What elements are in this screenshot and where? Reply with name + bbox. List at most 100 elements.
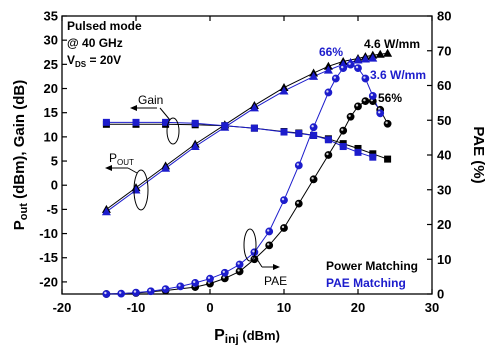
y-left-tick-label: 35 bbox=[44, 9, 58, 24]
data-point-highlight bbox=[296, 163, 299, 166]
data-point-circle bbox=[280, 196, 288, 205]
data-point-highlight bbox=[341, 128, 344, 131]
data-point-circle bbox=[132, 288, 140, 297]
x-axis-label: Pinj (dBm) bbox=[214, 327, 280, 345]
data-point-square bbox=[354, 144, 362, 152]
data-point-circle bbox=[354, 102, 362, 111]
pout-ellipse bbox=[133, 169, 149, 211]
data-point-circle bbox=[331, 74, 340, 83]
y-right-tick-label: 10 bbox=[437, 252, 451, 267]
data-point-highlight bbox=[267, 229, 270, 232]
series-line-1 bbox=[106, 57, 373, 213]
y-left-tick-label: -10 bbox=[39, 226, 58, 241]
y-left-tick-label: -20 bbox=[39, 274, 58, 289]
data-point-highlight bbox=[341, 65, 344, 69]
legend-pae-matching: PAE Matching bbox=[326, 276, 406, 290]
data-point-circle bbox=[206, 274, 214, 283]
pae-max-power-label: 56% bbox=[378, 91, 402, 105]
data-point-highlight bbox=[363, 98, 366, 102]
data-point-triangle bbox=[101, 207, 111, 216]
y-right-tick-label: 70 bbox=[437, 43, 451, 58]
data-point-square bbox=[324, 136, 332, 144]
data-point-highlight bbox=[237, 262, 240, 265]
data-point-highlight bbox=[355, 104, 359, 107]
data-point-circle bbox=[324, 88, 333, 97]
data-point-circle bbox=[102, 290, 111, 298]
data-point-highlight bbox=[311, 125, 314, 128]
data-point-highlight bbox=[296, 201, 299, 204]
x-tick-label: -10 bbox=[127, 300, 146, 315]
data-point-highlight bbox=[222, 276, 225, 279]
data-point-triangle bbox=[375, 49, 385, 58]
y-left-tick-label: 5 bbox=[51, 154, 58, 169]
data-point-circle bbox=[265, 241, 274, 250]
data-point-highlight bbox=[148, 289, 151, 292]
data-point-highlight bbox=[237, 269, 240, 272]
conditions-line-2: @ 40 GHz bbox=[67, 36, 123, 50]
data-point-circle bbox=[176, 282, 185, 291]
data-point-triangle bbox=[190, 142, 200, 151]
data-point-triangle bbox=[249, 103, 259, 112]
data-point-square bbox=[354, 148, 362, 156]
data-point-triangle bbox=[368, 53, 378, 62]
axis-ticks: -20 -10 0 10 20 30 -20 -15 -10 -5 0 5 10 15 20 25 30 35 0 1… bbox=[39, 9, 451, 316]
data-point-circle bbox=[368, 92, 377, 100]
data-point-square bbox=[339, 143, 347, 151]
y-left-tick-label: -15 bbox=[39, 250, 58, 265]
data-point-circle bbox=[220, 268, 229, 277]
x-tick-label: 30 bbox=[425, 300, 439, 315]
y-left-axis-label: Pout (dBm), Gain (dB) bbox=[11, 80, 30, 230]
legend: Power Matching PAE Matching bbox=[326, 259, 418, 290]
data-point-circle bbox=[309, 175, 318, 184]
data-point-highlight bbox=[267, 243, 270, 246]
data-point-circle bbox=[280, 224, 288, 232]
annotations: 66% 4.6 W/mm 3.6 W/mm 56% Gain POUT PAE bbox=[105, 37, 426, 288]
conditions-line-1: Pulsed mode bbox=[67, 19, 142, 33]
series-lines bbox=[106, 52, 389, 295]
pout-arrow-head bbox=[105, 165, 112, 171]
data-point-circle bbox=[346, 112, 355, 121]
data-point-highlight bbox=[207, 276, 211, 279]
data-point-circle bbox=[383, 119, 392, 128]
data-point-highlight bbox=[163, 286, 166, 290]
data-point-circle bbox=[235, 260, 244, 269]
data-point-highlight bbox=[281, 225, 285, 229]
data-point-square bbox=[280, 128, 288, 136]
data-point-highlight bbox=[348, 62, 351, 65]
data-point-square bbox=[162, 118, 170, 126]
data-point-highlight bbox=[252, 250, 255, 253]
data-point-highlight bbox=[104, 291, 107, 295]
data-point-circle bbox=[191, 278, 200, 287]
gain-ellipse bbox=[166, 117, 180, 145]
y-right-tick-label: 0 bbox=[437, 287, 444, 302]
pae-max-pae-label: 66% bbox=[319, 45, 343, 59]
y-right-tick-label: 40 bbox=[437, 148, 451, 163]
data-point-circle bbox=[309, 123, 318, 132]
gain-leader bbox=[159, 107, 171, 121]
data-point-highlight bbox=[355, 65, 359, 69]
data-point-highlight bbox=[348, 114, 351, 117]
data-point-triangle bbox=[360, 54, 370, 63]
y-left-tick-label: 20 bbox=[44, 81, 58, 96]
x-tick-label: 20 bbox=[351, 300, 365, 315]
y-right-tick-label: 50 bbox=[437, 113, 451, 128]
data-point-square bbox=[221, 122, 229, 130]
data-point-triangle bbox=[309, 71, 319, 80]
gain-arrow-head bbox=[130, 105, 137, 111]
data-point-highlight bbox=[193, 280, 196, 284]
data-point-highlight bbox=[119, 291, 122, 294]
y-left-tick-label: 0 bbox=[51, 178, 58, 193]
y-right-tick-label: 20 bbox=[437, 217, 451, 232]
data-point-circle bbox=[354, 64, 362, 73]
data-point-circle bbox=[294, 199, 303, 208]
data-point-circle bbox=[361, 97, 370, 106]
y-left-tick-label: 15 bbox=[44, 105, 58, 120]
data-point-circle bbox=[361, 74, 370, 83]
y-left-tick-label: -5 bbox=[46, 202, 58, 217]
data-point-triangle bbox=[353, 55, 363, 64]
data-point-highlight bbox=[326, 152, 329, 156]
pout-leader bbox=[127, 167, 138, 174]
conditions-block: Pulsed mode @ 40 GHz VDS = 20V bbox=[67, 19, 142, 69]
data-point-square bbox=[102, 118, 110, 126]
